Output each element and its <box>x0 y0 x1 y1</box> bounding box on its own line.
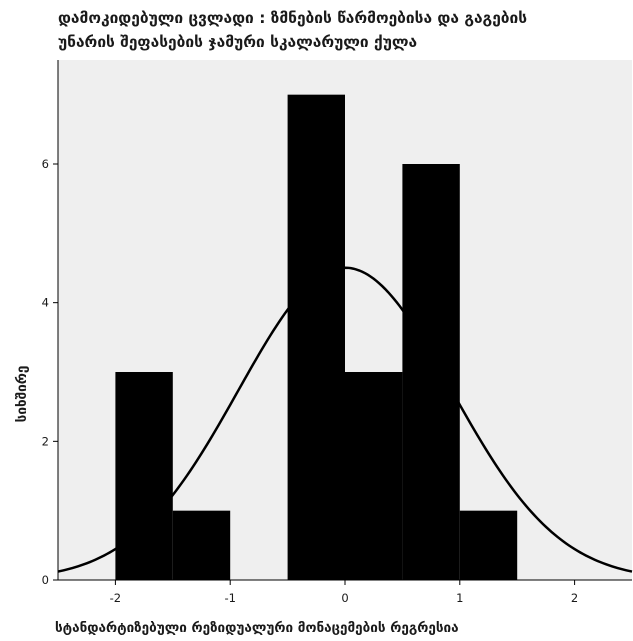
histogram-bar <box>287 94 345 581</box>
chart-title-line-2: უნარის შეფასების ჯამური სკალარული ქულა <box>58 33 418 51</box>
normal-curve <box>57 266 633 573</box>
chart-title: დამოკიდებული ცვლადი : ზმნების წარმოებისა… <box>58 6 630 54</box>
histogram-bar <box>115 372 173 580</box>
x-axis-ticks: -2 -1 0 1 2 <box>110 580 578 605</box>
y-axis-title: სიხშირე <box>14 366 30 423</box>
chart-title-line-1: დამოკიდებული ცვლადი : ზმნების წარმოებისა… <box>58 9 528 27</box>
x-axis-title: სტანდარტიზებული რეზიდუალური მონაცემების … <box>55 620 459 636</box>
histogram-bar <box>345 372 403 580</box>
x-tick-label: -1 <box>224 591 235 605</box>
x-tick-label: 0 <box>341 591 348 605</box>
y-tick-label: 4 <box>42 296 49 310</box>
x-tick-label: 1 <box>456 591 463 605</box>
histogram-bar <box>402 164 460 580</box>
histogram-bars <box>115 94 518 581</box>
histogram-bar <box>172 510 231 580</box>
histogram-bar <box>459 510 518 580</box>
x-tick-label: -2 <box>110 591 121 605</box>
x-tick-label: 2 <box>571 591 578 605</box>
y-tick-label: 0 <box>42 573 49 587</box>
y-tick-label: 6 <box>42 157 49 171</box>
y-axis-ticks: 0 2 4 6 <box>42 157 58 587</box>
y-tick-label: 2 <box>42 434 49 448</box>
